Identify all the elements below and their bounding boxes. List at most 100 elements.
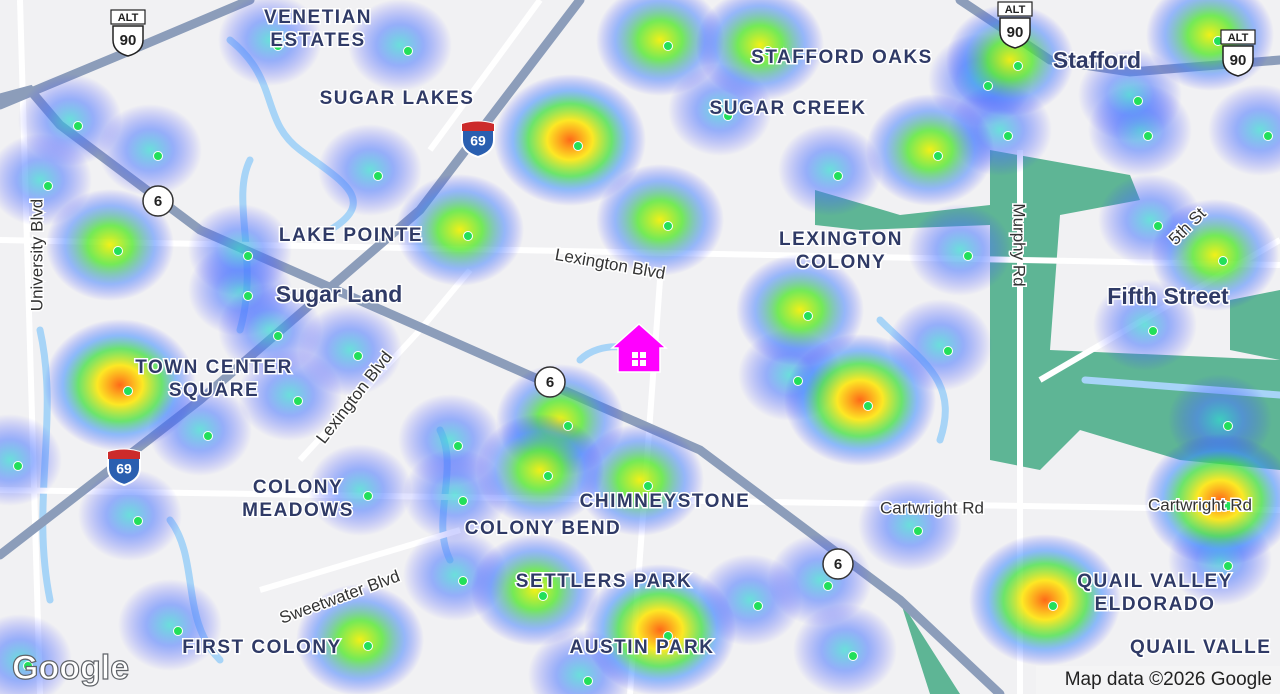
heat-blob xyxy=(866,94,994,206)
neighborhood-label: AUSTIN PARK xyxy=(570,637,715,658)
route-number: 6 xyxy=(834,556,842,573)
heat-point xyxy=(823,581,833,591)
heat-blob xyxy=(396,174,524,286)
heat-point xyxy=(643,481,653,491)
heat-point xyxy=(793,376,803,386)
heat-point xyxy=(663,631,673,641)
home-window-bars xyxy=(632,352,646,366)
state-shield xyxy=(142,185,174,217)
heat-blob xyxy=(908,204,1012,296)
heat-blob xyxy=(576,424,704,536)
neighborhood-label: SQUARE xyxy=(169,380,259,401)
heat-point xyxy=(753,601,763,611)
alt-plate xyxy=(1220,29,1256,45)
heat-point xyxy=(543,471,553,481)
us-shield xyxy=(999,17,1031,49)
heat-point xyxy=(763,46,773,56)
alt-plate xyxy=(997,1,1033,17)
heat-point xyxy=(1003,131,1013,141)
heat-point xyxy=(133,516,143,526)
road-label: University Blvd xyxy=(27,199,46,311)
heat-point xyxy=(463,231,473,241)
heat-blob xyxy=(318,124,422,216)
neighborhood-label: QUAIL VALLE xyxy=(1130,637,1271,658)
state-shield xyxy=(822,548,854,580)
neighborhood-label: MEADOWS xyxy=(242,500,354,521)
route-shield: 6 xyxy=(534,366,566,398)
heat-point xyxy=(583,676,593,686)
heat-blob xyxy=(98,104,202,196)
heat-point xyxy=(573,141,583,151)
attribution-bg xyxy=(1036,666,1280,694)
heat-point xyxy=(983,81,993,91)
heat-point xyxy=(538,591,548,601)
neighborhood-label: FIRST COLONY xyxy=(182,637,341,658)
neighborhood-label: SUGAR CREEK xyxy=(710,98,867,119)
neighborhood-label: ESTATES xyxy=(270,30,365,51)
heat-point xyxy=(293,396,303,406)
heat-point xyxy=(723,111,733,121)
heat-blob xyxy=(584,564,736,694)
route-number: 69 xyxy=(470,133,486,149)
neighborhood-label: VENETIAN xyxy=(264,7,372,28)
route-shield: ALT 90 xyxy=(110,9,146,57)
heat-blob xyxy=(78,469,182,561)
home-icon xyxy=(610,322,668,373)
heat-point xyxy=(1048,601,1058,611)
route-number: 6 xyxy=(546,374,554,391)
heat-point xyxy=(1143,131,1153,141)
heat-point xyxy=(913,526,923,536)
heat-blob xyxy=(44,319,196,451)
heat-point xyxy=(848,651,858,661)
heat-blob xyxy=(118,579,222,671)
heat-blob xyxy=(0,414,62,506)
heat-blob xyxy=(1208,84,1280,176)
heat-point xyxy=(963,251,973,261)
heat-point xyxy=(363,491,373,501)
heat-blob xyxy=(476,414,604,526)
heat-point xyxy=(243,251,253,261)
heat-point xyxy=(243,291,253,301)
heat-blob xyxy=(471,534,599,646)
heat-point xyxy=(943,346,953,356)
route-number: 69 xyxy=(116,461,132,477)
route-number: 90 xyxy=(1007,24,1024,41)
heat-point xyxy=(1223,501,1233,511)
neighborhood-label: SETTLERS PARK xyxy=(516,571,692,592)
heat-point xyxy=(563,421,573,431)
heat-point xyxy=(363,641,373,651)
heat-point xyxy=(933,151,943,161)
heat-point xyxy=(13,461,23,471)
road-label: Murphy Rd xyxy=(1010,203,1029,286)
alt-plate xyxy=(110,9,146,25)
route-shield: 6 xyxy=(822,548,854,580)
route-shield: ALT 90 xyxy=(997,1,1033,49)
heat-point xyxy=(173,626,183,636)
road-label: Cartwright Rd xyxy=(1148,495,1252,514)
route-shield: 6 xyxy=(142,185,174,217)
neighborhood-label: TOWN CENTER xyxy=(135,357,293,378)
heat-point xyxy=(43,181,53,191)
heat-blob xyxy=(778,124,882,216)
us-shield xyxy=(1222,45,1254,77)
heat-point xyxy=(458,576,468,586)
heat-point xyxy=(353,351,363,361)
heat-blob xyxy=(46,189,174,301)
neighborhood-label: CHIMNEYSTONE xyxy=(580,491,751,512)
heat-blob xyxy=(969,534,1121,666)
heat-blob xyxy=(696,0,824,101)
heat-point xyxy=(1133,96,1143,106)
heat-point xyxy=(1153,221,1163,231)
heat-point xyxy=(123,386,133,396)
attribution[interactable]: Map data ©2026 Google xyxy=(1065,669,1272,690)
heat-point xyxy=(403,46,413,56)
google-logo: Google xyxy=(12,649,129,687)
state-shield xyxy=(534,366,566,398)
heat-blob xyxy=(188,204,292,296)
heat-point xyxy=(663,221,673,231)
us-shield xyxy=(112,25,144,57)
heat-blob xyxy=(494,74,646,206)
